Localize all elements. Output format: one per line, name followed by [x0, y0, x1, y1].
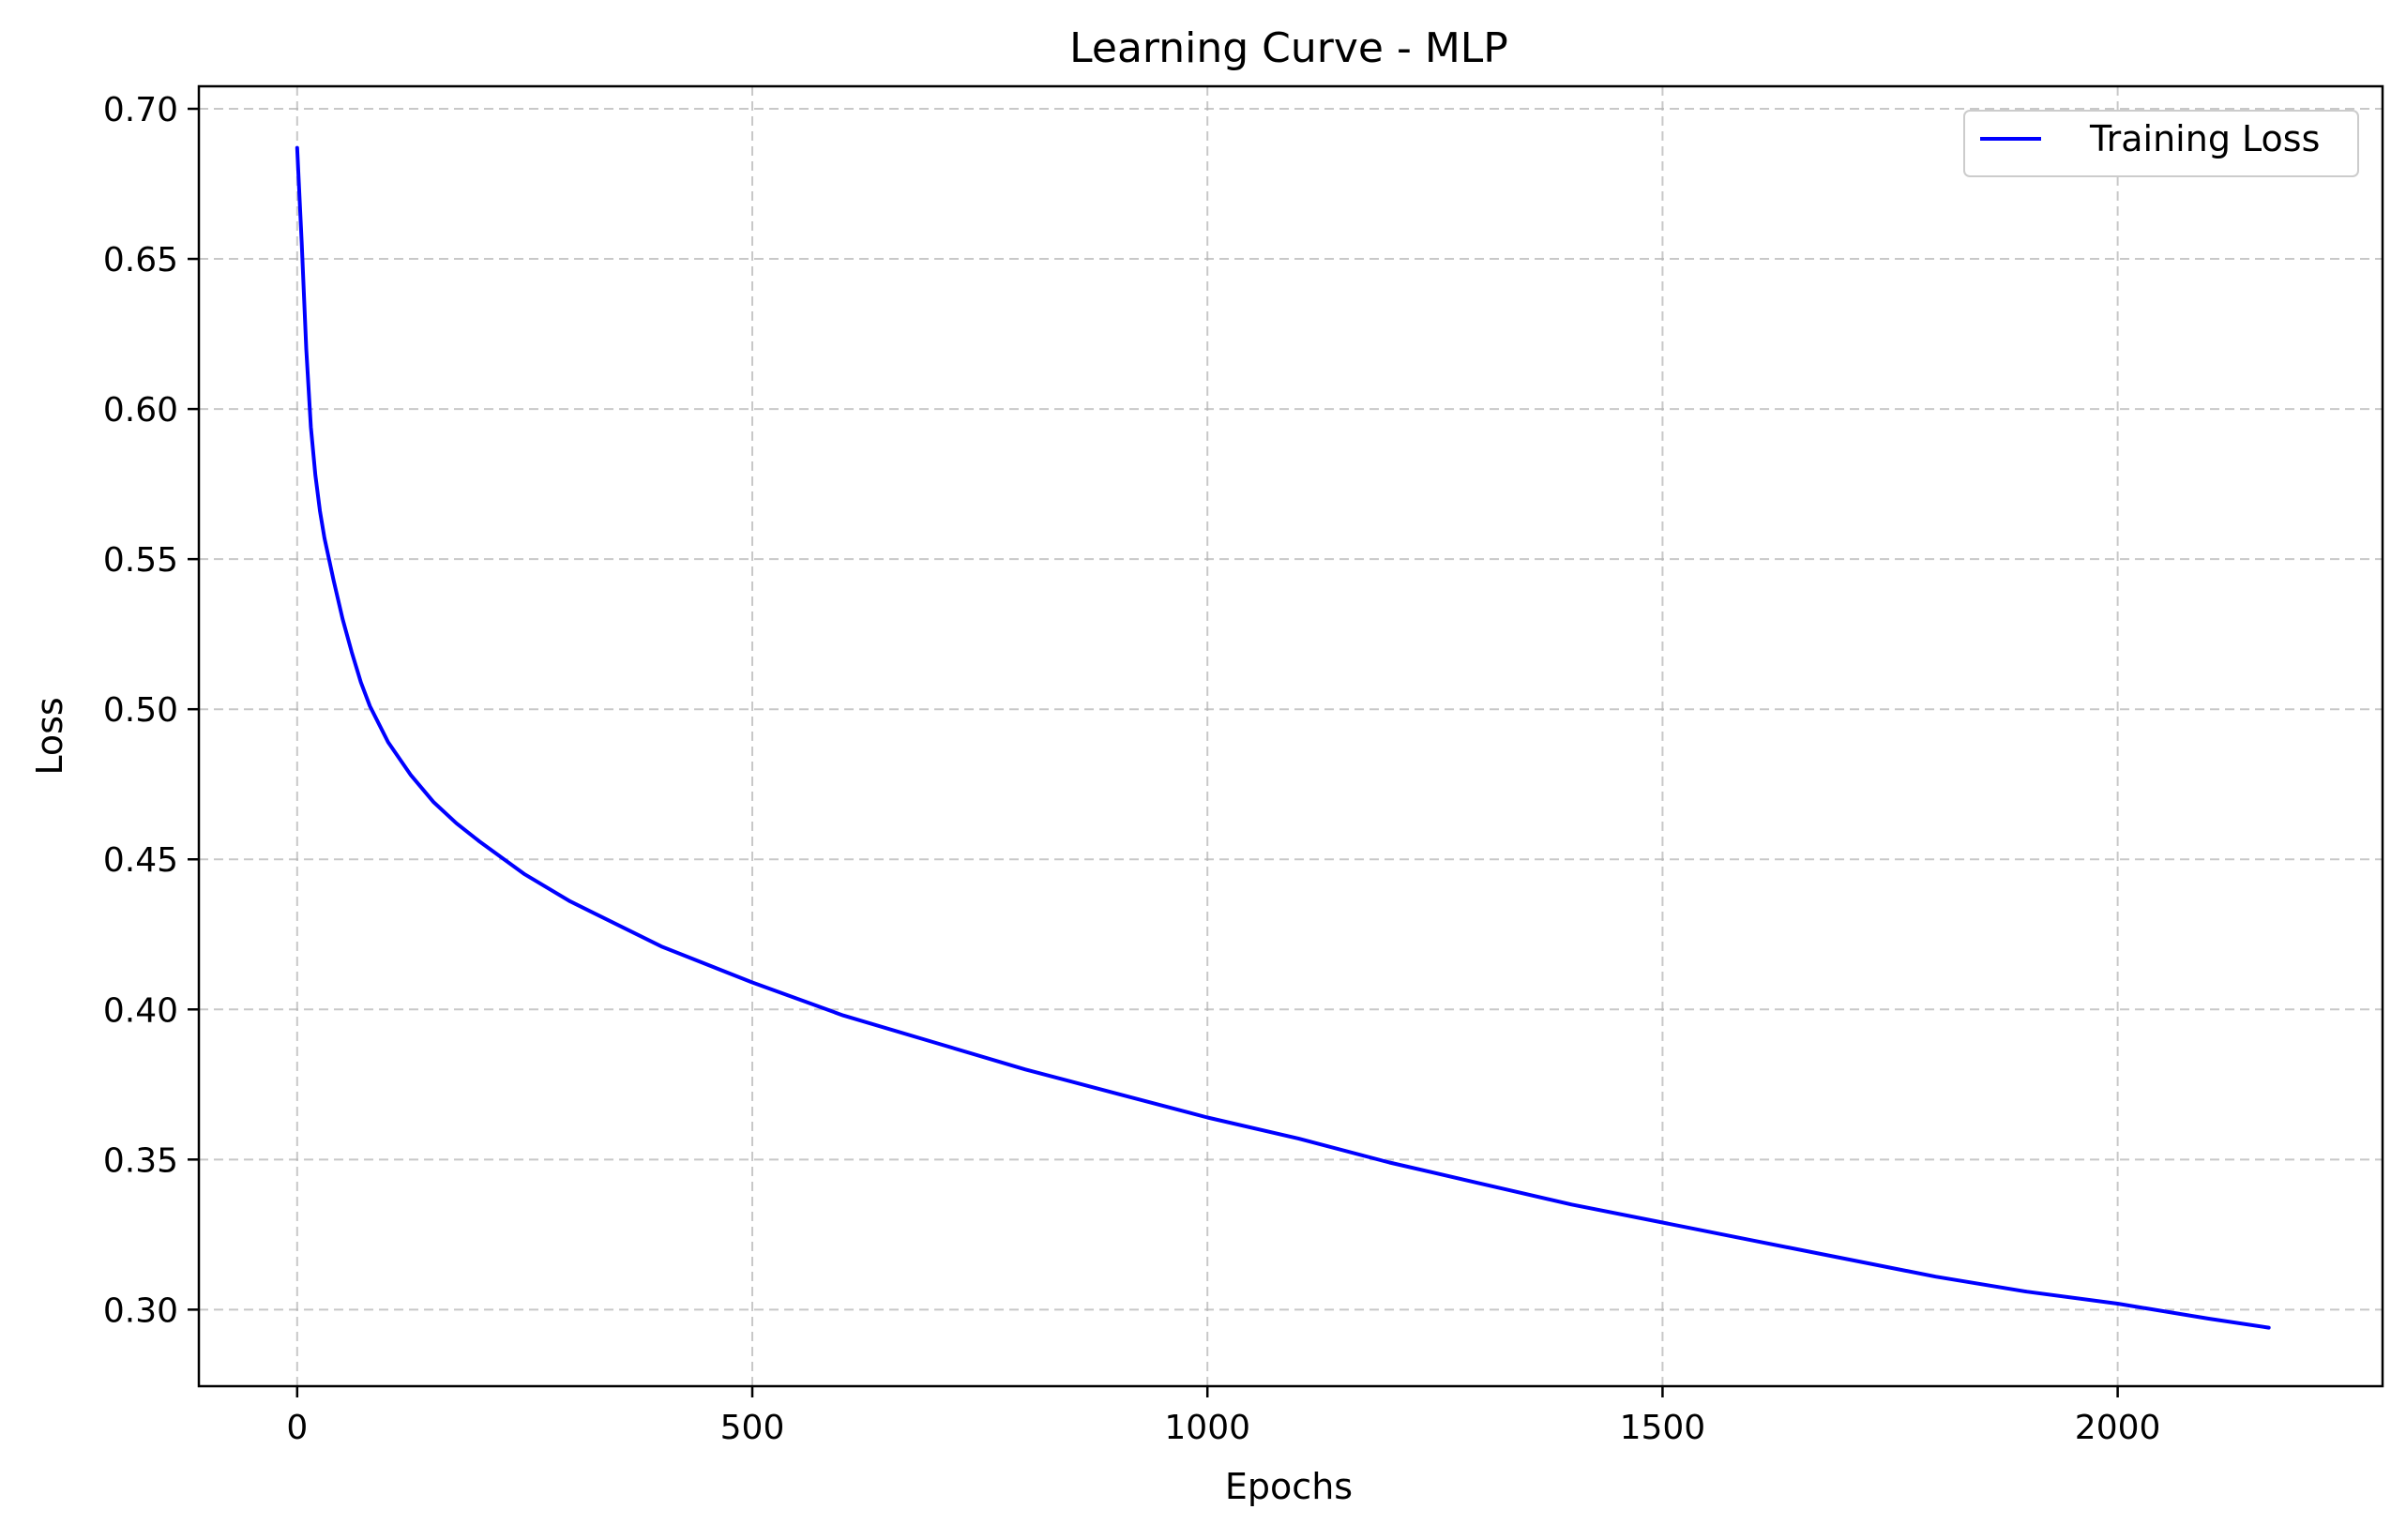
y-tick-label: 0.60: [103, 391, 178, 430]
y-tick-label: 0.70: [103, 91, 178, 129]
y-tick-label: 0.55: [103, 541, 178, 580]
y-tick-label: 0.50: [103, 691, 178, 730]
y-tick-label: 0.40: [103, 991, 178, 1030]
y-axis-label: Loss: [29, 697, 70, 775]
legend-label: Training Loss: [2089, 118, 2320, 159]
x-tick-label: 1000: [1164, 1409, 1250, 1447]
y-tick-label: 0.65: [103, 241, 178, 279]
x-axis-ticks: 0 500 1000 1500 2000: [286, 1386, 2160, 1447]
grid-lines: [199, 86, 2383, 1386]
legend-box: [1963, 110, 2359, 177]
y-tick-label: 0.45: [103, 841, 178, 880]
legend: Training Loss: [1963, 110, 2359, 177]
series-line-training-loss: [295, 145, 2271, 1330]
chart-title: Learning Curve - MLP: [1069, 24, 1508, 72]
x-tick-label: 1500: [1620, 1409, 1706, 1447]
x-tick-label: 500: [720, 1409, 785, 1447]
y-tick-label: 0.30: [103, 1291, 178, 1330]
y-axis-ticks: 0.30 0.35 0.40 0.45 0.50 0.55 0.60 0.65 0.70: [103, 91, 199, 1330]
series-layer: [295, 145, 2271, 1330]
x-tick-label: 0: [286, 1409, 308, 1447]
y-tick-label: 0.35: [103, 1141, 178, 1180]
plot-frame: [197, 84, 2384, 1388]
x-tick-label: 2000: [2075, 1409, 2161, 1447]
x-axis-label: Epochs: [1225, 1466, 1353, 1507]
